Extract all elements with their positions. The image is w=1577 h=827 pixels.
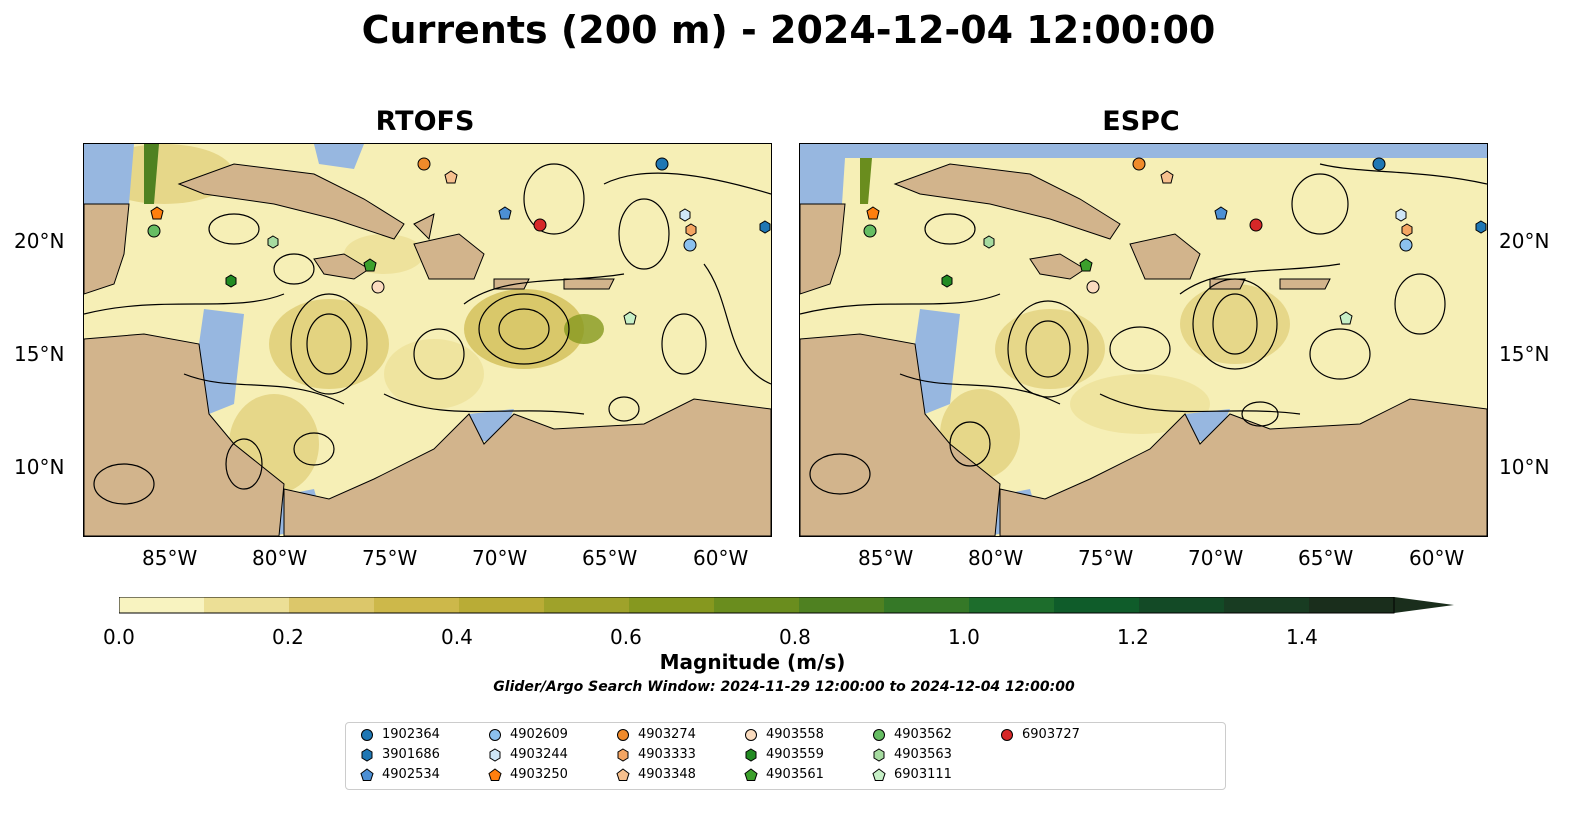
legend-item: 4903274 [616,727,696,742]
colorbar-tick: 0.0 [103,625,135,649]
legend-label: 4902609 [510,727,568,742]
pentagon-marker-icon [744,767,758,781]
legend-item: 4903562 [872,727,952,742]
legend-item: 4903244 [488,747,568,762]
colorbar [119,597,1454,614]
legend-label: 4903561 [766,767,824,782]
panel-title-espc: ESPC [1102,106,1180,137]
lon-tick: 60°W [693,546,749,570]
legend-label: 6903727 [1022,727,1080,742]
legend-label: 6903111 [894,767,952,782]
colorbar-tick: 1.2 [1117,625,1149,649]
lon-tick: 65°W [1298,546,1354,570]
legend-item: 6903727 [1000,727,1080,742]
search-window-text: Glider/Argo Search Window: 2024-11-29 12… [493,679,1075,695]
colorbar-label: Magnitude (m/s) [659,650,846,674]
hexagon-marker-icon [617,747,629,762]
lon-tick: 85°W [142,546,198,570]
colorbar-tick: 0.8 [779,625,811,649]
legend-item: 4902609 [488,727,568,742]
legend: 1902364 3901686 4902534 4902609 4903244 49032… [345,722,1226,790]
legend-label: 4903244 [510,747,568,762]
circle-marker-icon [489,728,501,741]
circle-marker-icon [873,728,885,741]
lon-tick: 60°W [1409,546,1465,570]
legend-item: 4903348 [616,767,696,782]
lon-tick: 70°W [472,546,528,570]
pentagon-marker-icon [616,767,630,781]
circle-marker-icon [361,728,373,741]
colorbar-segment [714,597,800,613]
hexagon-marker-icon [873,747,885,762]
lat-tick-left: 20°N [14,229,65,253]
colorbar-segment [629,597,715,613]
colorbar-segment [1139,597,1225,613]
legend-label: 4903348 [638,767,696,782]
legend-label: 3901686 [382,747,440,762]
lat-tick-right: 20°N [1499,229,1550,253]
legend-label: 4903562 [894,727,952,742]
lon-tick: 80°W [968,546,1024,570]
lon-tick: 80°W [252,546,308,570]
legend-label: 4902534 [382,767,440,782]
lon-tick: 85°W [858,546,914,570]
legend-item: 3901686 [360,747,440,762]
figure-title: Currents (200 m) - 2024-12-04 12:00:00 [361,8,1216,52]
colorbar-segment [1224,597,1310,613]
legend-label: 1902364 [382,727,440,742]
legend-label: 4903563 [894,747,952,762]
lon-tick: 70°W [1188,546,1244,570]
circle-marker-icon [745,728,757,741]
lat-tick-right: 15°N [1499,342,1550,366]
colorbar-segment [119,597,205,613]
colorbar-segment [289,597,375,613]
legend-item: 4903561 [744,767,824,782]
map-espc[interactable] [799,143,1488,537]
panel-title-rtofs: RTOFS [375,106,475,137]
legend-item: 1902364 [360,727,440,742]
legend-label: 4903333 [638,747,696,762]
colorbar-segment [969,597,1055,613]
hexagon-marker-icon [489,747,501,762]
legend-item: 4903333 [616,747,696,762]
legend-label: 4903250 [510,767,568,782]
lon-tick: 75°W [1078,546,1134,570]
colorbar-tick: 0.2 [272,625,304,649]
colorbar-segment [1054,597,1140,613]
pentagon-marker-icon [872,767,886,781]
lon-tick: 65°W [582,546,638,570]
map-rtofs[interactable] [83,143,772,537]
legend-label: 4903558 [766,727,824,742]
legend-item: 4903559 [744,747,824,762]
legend-label: 4903559 [766,747,824,762]
legend-item: 4902534 [360,767,440,782]
legend-label: 4903274 [638,727,696,742]
colorbar-segment [1309,597,1395,613]
colorbar-tick: 0.6 [610,625,642,649]
hexagon-marker-icon [745,747,757,762]
lat-tick-left: 10°N [14,455,65,479]
colorbar-segment [459,597,545,613]
colorbar-segment [799,597,885,613]
hexagon-marker-icon [361,747,373,762]
lon-tick: 75°W [362,546,418,570]
lat-tick-left: 15°N [14,342,65,366]
pentagon-marker-icon [488,767,502,781]
legend-item: 4903558 [744,727,824,742]
legend-item: 6903111 [872,767,952,782]
circle-marker-icon [617,728,629,741]
legend-item: 4903563 [872,747,952,762]
circle-marker-icon [1001,728,1013,741]
colorbar-segment [374,597,460,613]
colorbar-tick: 1.0 [948,625,980,649]
legend-item: 4903250 [488,767,568,782]
pentagon-marker-icon [360,767,374,781]
colorbar-tick: 1.4 [1286,625,1318,649]
colorbar-segment [204,597,290,613]
lat-tick-right: 10°N [1499,455,1550,479]
colorbar-tick: 0.4 [441,625,473,649]
colorbar-segment [884,597,970,613]
colorbar-segment [544,597,630,613]
